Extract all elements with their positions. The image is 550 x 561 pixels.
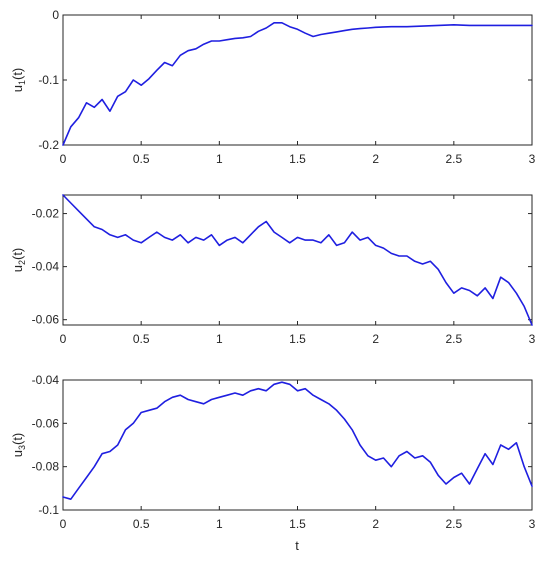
axes-frame [62,379,533,511]
y-tick-label: -0.04 [32,260,60,274]
tick-group: 0 0.5 1 1.5 2 2.5 3 -0.1 -0.08 -0.06 -0.04 [32,373,536,531]
x-tick-label: 0.5 [133,517,150,531]
axes-frame [62,194,533,326]
x-tick-label: 3 [529,332,536,346]
series-line-u3 [62,381,533,501]
x-tick-label: 2 [372,332,379,346]
y-tick-label: 0 [52,8,59,22]
x-tick-label: 0.5 [133,152,150,166]
panel-u2: 0 0.5 1 1.5 2 2.5 3 -0.06 -0.04 -0.02 u2(t) [10,194,536,346]
x-tick-label: 1.5 [289,152,306,166]
x-tick-label: 2 [372,152,379,166]
series-line-u1 [62,21,533,146]
x-tick-label: 0.5 [133,332,150,346]
ylabel-u1: u1(t) [10,68,27,93]
x-tick-label: 3 [529,517,536,531]
x-tick-label: 1 [216,152,223,166]
y-tick-label: -0.06 [32,416,60,430]
x-tick-label: 1 [216,517,223,531]
axes-frame [62,14,533,146]
x-tick-label: 2 [372,517,379,531]
x-tick-label: 2.5 [445,152,462,166]
x-tick-label: 0 [60,152,67,166]
y-tick-label: -0.1 [38,73,59,87]
y-tick-label: -0.04 [32,373,60,387]
series-line-u2 [62,194,533,326]
x-tick-label: 0 [60,332,67,346]
x-tick-label: 1 [216,332,223,346]
y-tick-label: -0.1 [38,503,59,517]
x-tick-label: 2.5 [445,517,462,531]
panel-u1: 0 0.5 1 1.5 2 2.5 3 -0.2 -0.1 0 u1(t) [10,8,536,166]
y-tick-label: -0.2 [38,138,59,152]
x-tick-label: 1.5 [289,332,306,346]
ylabel-u3: u3(t) [10,433,27,458]
tick-group: 0 0.5 1 1.5 2 2.5 3 -0.2 -0.1 0 [38,8,535,166]
x-tick-label: 2.5 [445,332,462,346]
panel-u3: 0 0.5 1 1.5 2 2.5 3 -0.1 -0.08 -0.06 -0.04 u3(t) t [10,373,536,553]
x-tick-label: 1.5 [289,517,306,531]
x-tick-label: 0 [60,517,67,531]
xlabel: t [295,538,299,553]
x-tick-label: 3 [529,152,536,166]
tick-group: 0 0.5 1 1.5 2 2.5 3 -0.06 -0.04 -0.02 [32,195,536,346]
y-tick-label: -0.02 [32,207,60,221]
ylabel-u2: u2(t) [10,248,27,273]
y-tick-label: -0.08 [32,460,60,474]
y-tick-label: -0.06 [32,313,60,327]
